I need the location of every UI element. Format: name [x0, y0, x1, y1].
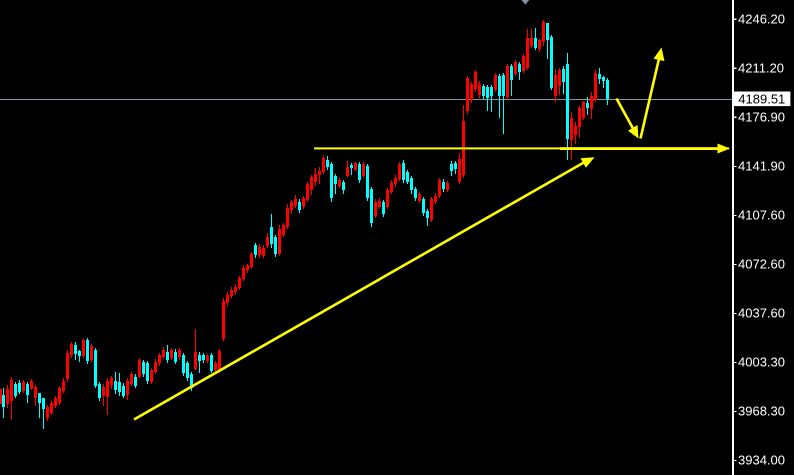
svg-text:3968.30: 3968.30 — [738, 404, 785, 419]
svg-text:4189.51: 4189.51 — [738, 91, 785, 106]
svg-text:4107.60: 4107.60 — [738, 208, 785, 223]
svg-text:4037.60: 4037.60 — [738, 306, 785, 321]
svg-text:4246.20: 4246.20 — [738, 12, 785, 27]
svg-text:4072.60: 4072.60 — [738, 257, 785, 272]
svg-text:3934.00: 3934.00 — [738, 453, 785, 468]
svg-text:4003.30: 4003.30 — [738, 355, 785, 370]
svg-text:4176.90: 4176.90 — [738, 110, 785, 125]
svg-text:4141.90: 4141.90 — [738, 159, 785, 174]
svg-text:4211.20: 4211.20 — [738, 61, 784, 76]
